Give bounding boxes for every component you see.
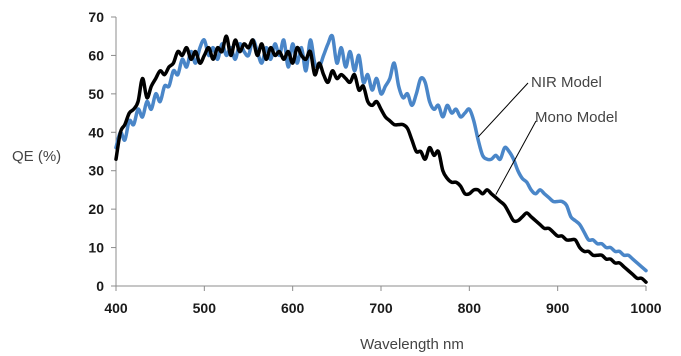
x-tick-label: 1000 — [630, 300, 661, 316]
y-tick-label: 50 — [88, 86, 104, 102]
y-tick-label: 60 — [88, 47, 104, 63]
series-line-mono-model — [114, 34, 648, 284]
y-tick-label: 0 — [96, 278, 104, 294]
series-callout-label: Mono Model — [535, 109, 618, 126]
x-axis: 400 500 600 700 800 900 1000 — [104, 285, 662, 316]
y-axis: 0 10 20 30 40 50 60 70 — [88, 9, 117, 294]
y-tick-label: 20 — [88, 201, 104, 217]
x-tick-label: 800 — [458, 300, 482, 316]
y-tick-label: 10 — [88, 240, 104, 256]
x-tick-label: 700 — [369, 300, 393, 316]
x-tick-label: 400 — [104, 300, 128, 316]
x-tick-label: 600 — [281, 300, 305, 316]
series-line-nir-model — [114, 33, 648, 273]
x-tick-label: 900 — [546, 300, 570, 316]
x-axis-title: Wavelength nm — [360, 336, 464, 353]
y-tick-label: 70 — [88, 9, 104, 25]
x-tick-label: 500 — [193, 300, 217, 316]
series-layer — [114, 33, 648, 284]
callout-leader-line — [477, 82, 529, 138]
callout-leader-line — [495, 120, 537, 195]
series-callout-label: NIR Model — [531, 74, 602, 91]
annotation-layer: NIR Model Mono Model — [477, 74, 618, 195]
y-axis-title: QE (%) — [12, 148, 61, 165]
y-tick-label: 40 — [88, 124, 104, 140]
y-tick-label: 30 — [88, 163, 104, 179]
